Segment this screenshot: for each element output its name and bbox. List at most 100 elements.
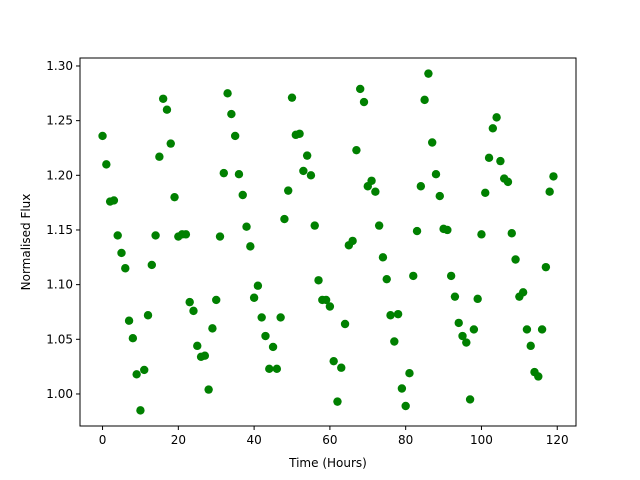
point bbox=[424, 69, 433, 78]
point bbox=[416, 182, 426, 191]
point bbox=[121, 264, 130, 273]
point bbox=[378, 253, 388, 262]
point bbox=[162, 105, 172, 114]
point bbox=[147, 260, 157, 270]
point bbox=[128, 334, 138, 343]
point bbox=[124, 316, 134, 325]
point bbox=[541, 262, 551, 272]
point bbox=[113, 231, 122, 240]
y-tick-label: 1.20 bbox=[46, 168, 73, 182]
point bbox=[287, 93, 297, 102]
point bbox=[143, 311, 153, 320]
y-tick-label: 1.15 bbox=[46, 223, 73, 237]
point bbox=[393, 309, 403, 319]
y-tick-label: 1.25 bbox=[46, 114, 73, 128]
point bbox=[435, 191, 444, 201]
point bbox=[306, 171, 316, 180]
point bbox=[382, 274, 391, 284]
point bbox=[140, 365, 149, 375]
point bbox=[321, 295, 331, 305]
point bbox=[534, 372, 543, 381]
point bbox=[359, 97, 369, 107]
x-axis-label: Time (Hours) bbox=[288, 456, 367, 470]
point bbox=[193, 341, 202, 351]
point bbox=[405, 368, 414, 378]
point bbox=[492, 113, 501, 122]
point bbox=[314, 276, 323, 285]
point bbox=[409, 271, 418, 281]
point bbox=[227, 109, 236, 119]
x-tick-label: 0 bbox=[99, 433, 107, 447]
point bbox=[462, 338, 471, 347]
point bbox=[371, 187, 380, 196]
point bbox=[276, 313, 285, 322]
point bbox=[484, 153, 494, 163]
point bbox=[189, 306, 198, 316]
point bbox=[181, 230, 191, 239]
point bbox=[496, 156, 505, 166]
plot-frame bbox=[79, 57, 577, 427]
point bbox=[446, 271, 456, 281]
y-tick-label: 1.30 bbox=[46, 59, 73, 73]
point bbox=[454, 318, 463, 328]
point bbox=[518, 288, 528, 297]
point bbox=[348, 236, 357, 246]
point bbox=[329, 356, 338, 366]
point bbox=[200, 351, 210, 360]
point bbox=[230, 131, 240, 141]
point bbox=[98, 131, 107, 141]
point bbox=[268, 342, 278, 352]
point bbox=[208, 324, 217, 333]
point bbox=[151, 231, 160, 240]
point bbox=[223, 89, 232, 98]
point bbox=[545, 187, 554, 196]
point bbox=[412, 226, 422, 236]
x-tick-label: 100 bbox=[470, 433, 493, 447]
point bbox=[507, 229, 516, 238]
point bbox=[302, 151, 312, 160]
point bbox=[246, 242, 255, 251]
point bbox=[386, 311, 395, 320]
point bbox=[166, 139, 175, 148]
point bbox=[257, 313, 266, 322]
point bbox=[284, 186, 293, 195]
point bbox=[158, 94, 168, 103]
point bbox=[503, 177, 513, 187]
point bbox=[219, 168, 228, 178]
point bbox=[253, 281, 263, 290]
point bbox=[511, 255, 520, 264]
point bbox=[488, 124, 498, 133]
point bbox=[390, 337, 399, 346]
point bbox=[367, 176, 376, 185]
x-tick-label: 80 bbox=[398, 433, 413, 447]
point bbox=[374, 221, 384, 230]
point bbox=[477, 230, 486, 239]
point bbox=[443, 225, 452, 235]
point bbox=[450, 292, 460, 301]
point bbox=[204, 385, 213, 394]
point bbox=[215, 232, 225, 241]
point bbox=[325, 302, 335, 311]
point bbox=[526, 341, 535, 351]
point bbox=[155, 152, 164, 161]
point bbox=[272, 364, 282, 374]
point bbox=[170, 192, 179, 202]
point bbox=[537, 325, 547, 334]
point bbox=[337, 363, 346, 372]
point bbox=[428, 138, 437, 147]
point bbox=[352, 145, 361, 155]
point bbox=[401, 401, 410, 411]
point bbox=[109, 196, 119, 205]
point bbox=[431, 170, 441, 179]
point bbox=[265, 364, 274, 374]
point bbox=[132, 370, 141, 379]
point bbox=[340, 319, 350, 329]
x-tick-label: 60 bbox=[322, 433, 337, 447]
x-tick-label: 120 bbox=[546, 433, 569, 447]
point bbox=[481, 188, 490, 198]
point bbox=[261, 331, 270, 341]
point bbox=[117, 248, 126, 258]
point bbox=[238, 190, 247, 200]
point bbox=[356, 84, 365, 94]
